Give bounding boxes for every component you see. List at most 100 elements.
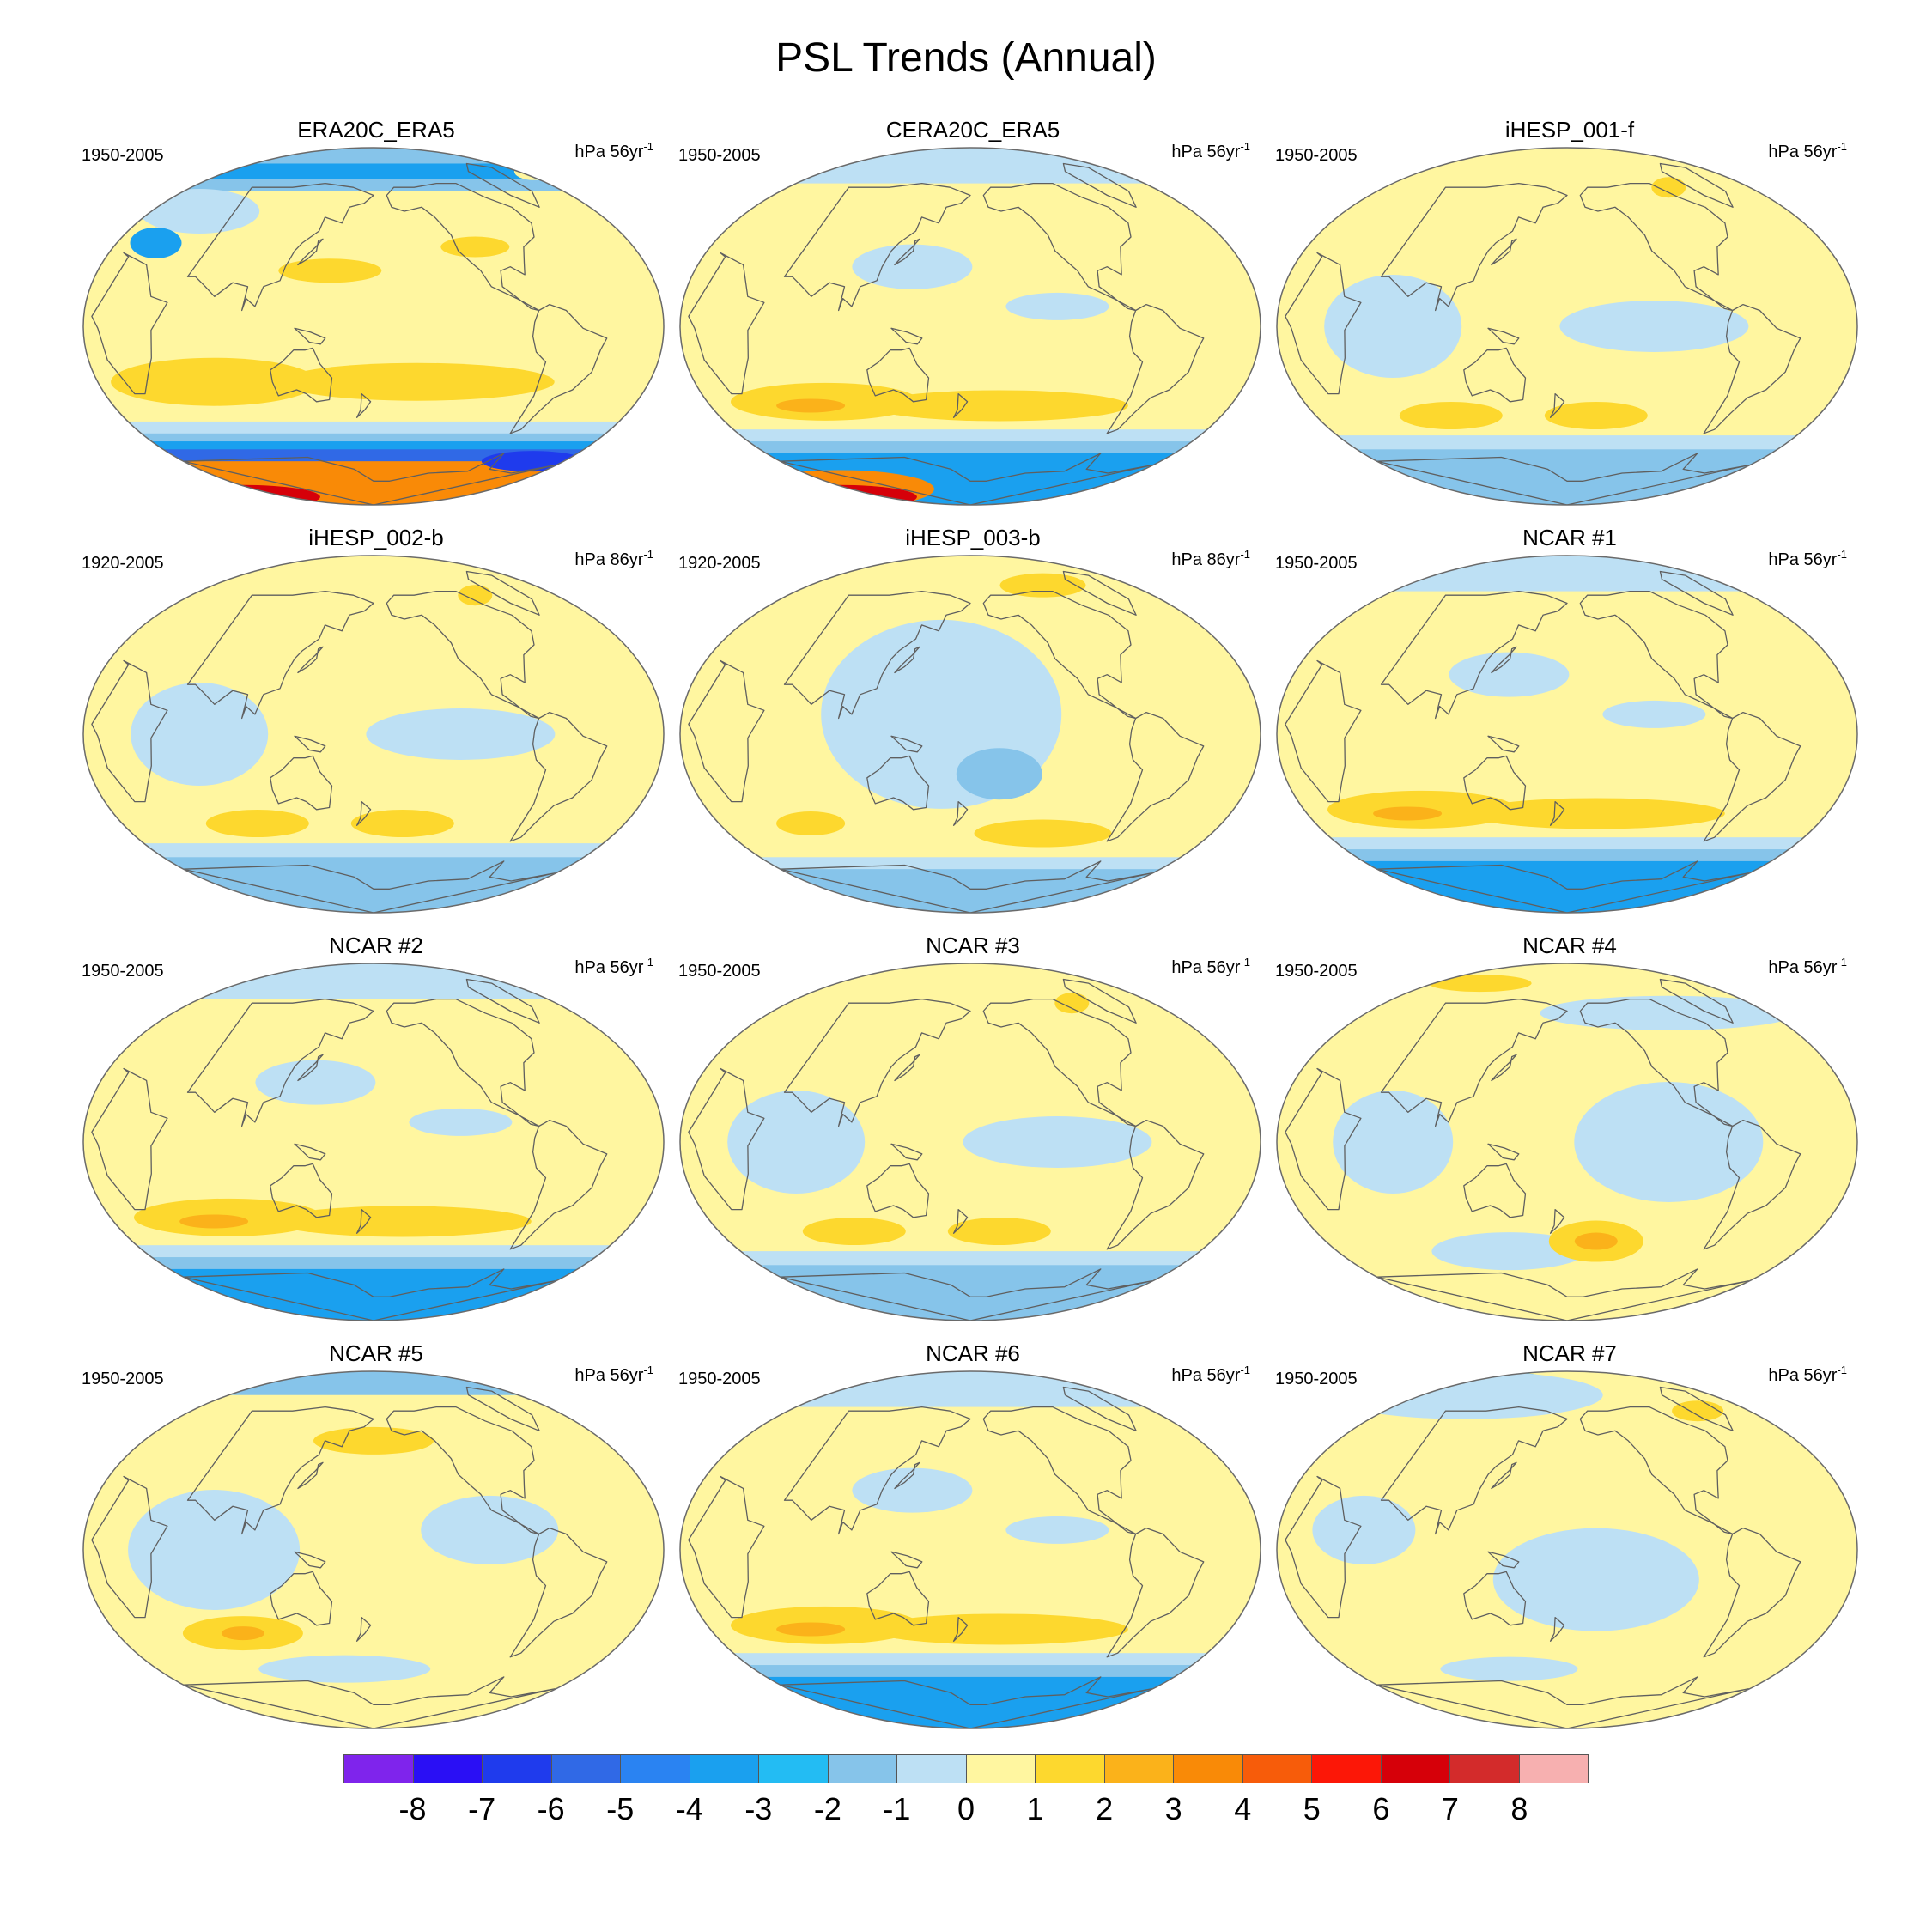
colorbar-labels: -8 -7 -6 -5 -4 -3 -2 -1 0 1 2 3 4 5 6 7 8 <box>343 1790 1589 1828</box>
panel-units-exponent: -1 <box>1240 1364 1250 1376</box>
colorbar-box <box>1242 1755 1311 1783</box>
panel-units-exponent: -1 <box>1240 956 1250 969</box>
globe-outline <box>82 963 665 1321</box>
colorbar-box <box>482 1755 551 1783</box>
coastlines <box>91 570 608 913</box>
colorbar-box <box>620 1755 690 1783</box>
panel-units: hPa 56yr-1 <box>1768 548 1847 570</box>
coastlines <box>688 570 1205 913</box>
panel-period: 1950-2005 <box>678 146 761 165</box>
panel-period: 1950-2005 <box>678 1370 761 1388</box>
colorbar-box <box>1380 1755 1449 1783</box>
panel-units-exponent: -1 <box>643 548 653 561</box>
map-panel: iHESP_003-b 1920-2005 hPa 86yr-1 <box>678 524 1267 927</box>
colorbar-box <box>1173 1755 1242 1783</box>
colorbar-tick-label: -6 <box>537 1791 565 1826</box>
globe-map <box>1276 147 1858 506</box>
panel-units: hPa 56yr-1 <box>1768 141 1847 162</box>
colorbar-box <box>1035 1755 1104 1783</box>
panel-units-exponent: -1 <box>1837 548 1847 561</box>
colorbar-tick-label: -3 <box>744 1791 773 1826</box>
coastlines <box>91 1386 608 1728</box>
colorbar-tick-label: 1 <box>1026 1791 1044 1826</box>
map-panel: iHESP_002-b 1920-2005 hPa 86yr-1 <box>82 524 671 927</box>
globe-outline <box>1276 555 1858 914</box>
panel-title: ERA20C_ERA5 <box>297 117 455 143</box>
globe-outline <box>82 1370 665 1729</box>
globe-outline <box>1276 147 1858 506</box>
coastlines <box>688 1386 1205 1728</box>
panel-units-text: hPa 86yr <box>574 550 644 569</box>
panel-units-exponent: -1 <box>1837 1364 1847 1376</box>
colorbar-tick-label: 4 <box>1234 1791 1252 1826</box>
map-panel: NCAR #5 1950-2005 hPa 56yr-1 <box>82 1340 671 1743</box>
panel-units: hPa 56yr-1 <box>1768 957 1847 978</box>
trend-field <box>1277 556 1857 913</box>
coastlines <box>688 162 1205 505</box>
trend-field <box>680 963 1261 1321</box>
panel-period: 1950-2005 <box>678 962 761 981</box>
globe-map <box>679 555 1261 914</box>
colorbar-tick-label: -2 <box>813 1791 841 1826</box>
colorbar-tick-label: 0 <box>957 1791 975 1826</box>
globe-outline <box>1276 963 1858 1321</box>
map-panel: NCAR #6 1950-2005 hPa 56yr-1 <box>678 1340 1267 1743</box>
coastlines <box>1285 162 1801 505</box>
panel-period: 1950-2005 <box>82 146 164 165</box>
panel-units-text: hPa 86yr <box>1171 550 1241 569</box>
figure-title: PSL Trends (Annual) <box>775 35 1157 81</box>
coastlines <box>1285 978 1801 1321</box>
colorbar-tick-label: 6 <box>1372 1791 1390 1826</box>
globe-outline <box>82 147 665 506</box>
map-panel: iHESP_001-f 1950-2005 hPa 56yr-1 <box>1275 116 1864 519</box>
map-panel: NCAR #3 1950-2005 hPa 56yr-1 <box>678 932 1267 1335</box>
globe-map <box>82 963 665 1321</box>
trend-field <box>83 148 664 505</box>
panel-units-text: hPa 56yr <box>574 1366 644 1385</box>
panel-title: iHESP_002-b <box>308 525 444 550</box>
map-panel: NCAR #4 1950-2005 hPa 56yr-1 <box>1275 932 1864 1335</box>
colorbar-tick-label: 7 <box>1441 1791 1459 1826</box>
colorbar-tick-label: 3 <box>1164 1791 1182 1826</box>
globe-map <box>82 555 665 914</box>
colorbar-tick-label: -1 <box>883 1791 911 1826</box>
colorbar-tick-label: -7 <box>468 1791 496 1826</box>
panel-period: 1950-2005 <box>82 1370 164 1388</box>
colorbar-box <box>1449 1755 1519 1783</box>
panel-units-exponent: -1 <box>643 140 653 153</box>
panel-units-exponent: -1 <box>1240 548 1250 561</box>
globe-map <box>1276 555 1858 914</box>
colorbar-box <box>550 1755 620 1783</box>
globe-map <box>679 963 1261 1321</box>
panel-period: 1950-2005 <box>82 962 164 981</box>
globe-map <box>1276 963 1858 1321</box>
panel-units-exponent: -1 <box>643 956 653 969</box>
panel-title: iHESP_001-f <box>1504 117 1635 143</box>
trend-field <box>1277 148 1857 505</box>
coastlines <box>688 978 1205 1321</box>
trend-field <box>83 1371 664 1728</box>
colorbar-box <box>896 1755 966 1783</box>
colorbar-tick-label: -4 <box>675 1791 703 1826</box>
panel-units-text: hPa 56yr <box>574 958 644 977</box>
globe-map <box>82 1370 665 1729</box>
globe-outline <box>82 555 665 914</box>
panel-period: 1950-2005 <box>1275 962 1358 981</box>
panel-title: NCAR #3 <box>926 933 1020 958</box>
panel-units: hPa 86yr-1 <box>1171 548 1250 570</box>
colorbar-tick-label: 2 <box>1096 1791 1114 1826</box>
map-panel: NCAR #7 1950-2005 hPa 56yr-1 <box>1275 1340 1864 1743</box>
panel-units: hPa 56yr-1 <box>574 957 653 978</box>
panel-units-exponent: -1 <box>1240 140 1250 153</box>
map-panel: NCAR #2 1950-2005 hPa 56yr-1 <box>82 932 671 1335</box>
panel-units-text: hPa 56yr <box>1171 143 1241 161</box>
colorbar-tick-label: -5 <box>606 1791 635 1826</box>
panel-units-text: hPa 56yr <box>1171 1366 1241 1385</box>
colorbar-box <box>827 1755 896 1783</box>
colorbar-box <box>1311 1755 1381 1783</box>
panel-period: 1950-2005 <box>1275 554 1358 573</box>
panel-units: hPa 56yr-1 <box>1768 1364 1847 1386</box>
panel-units: hPa 56yr-1 <box>1171 1364 1250 1386</box>
trend-field <box>680 148 1261 505</box>
colorbar-box <box>344 1755 413 1783</box>
